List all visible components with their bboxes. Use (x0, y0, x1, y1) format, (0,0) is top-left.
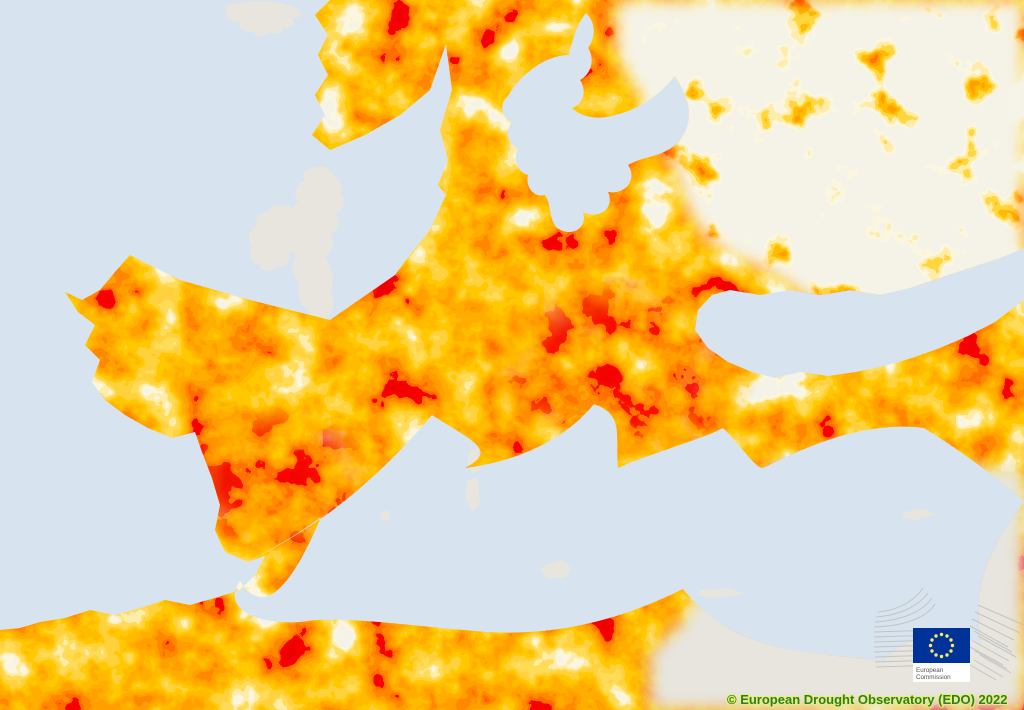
svg-text:Commission: Commission (916, 674, 951, 681)
svg-text:© European Drought Observatory: © European Drought Observatory (EDO) 202… (727, 692, 1007, 707)
svg-text:European: European (916, 667, 944, 674)
